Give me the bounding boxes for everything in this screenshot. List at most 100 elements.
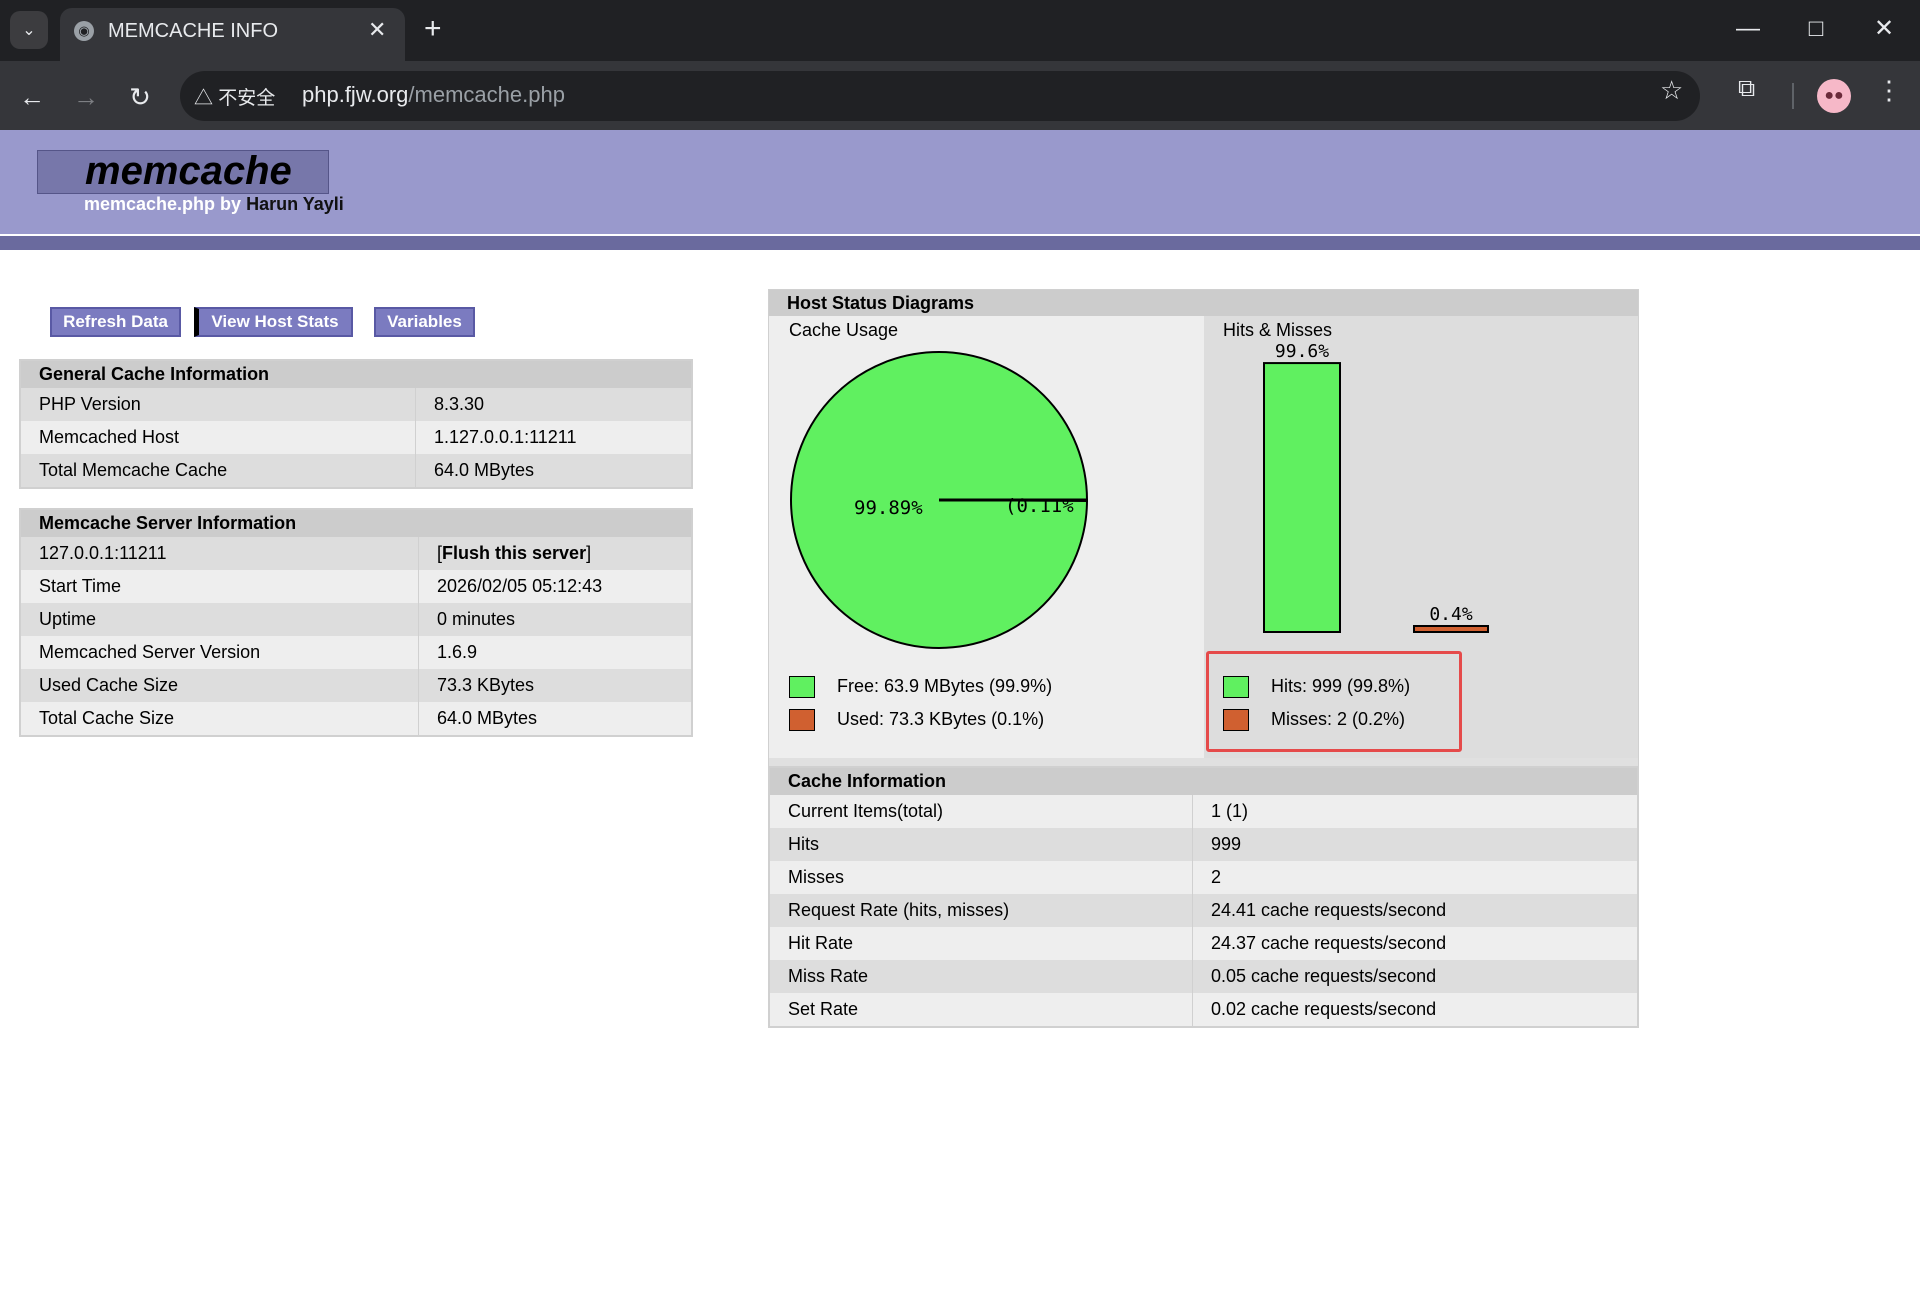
row-label: Uptime <box>20 603 419 636</box>
server-host: 127.0.0.1:11211 <box>20 537 419 570</box>
table-row: Total Cache Size 64.0 MBytes <box>20 702 692 736</box>
table-row: Miss Rate 0.05 cache requests/second <box>769 960 1638 993</box>
security-chip[interactable]: △ 不安全 <box>194 83 275 110</box>
author-name: Harun Yayli <box>246 194 344 214</box>
star-icon[interactable]: ☆ <box>1660 75 1684 105</box>
view-host-stats-button[interactable]: View Host Stats <box>194 307 353 337</box>
variables-button[interactable]: Variables <box>374 307 475 337</box>
close-icon[interactable]: ✕ <box>368 17 387 42</box>
table-row: Uptime 0 minutes <box>20 603 692 636</box>
row-label: Start Time <box>20 570 419 603</box>
cache-usage-pie-chart: 99.89% (0.11% <box>790 351 1089 649</box>
row-label: Memcached Host <box>20 421 416 454</box>
row-label: Current Items(total) <box>769 795 1193 828</box>
script-name: memcache.php by <box>84 194 242 214</box>
reload-icon[interactable]: ↻ <box>129 82 151 112</box>
table-row: Start Time 2026/02/05 05:12:43 <box>20 570 692 603</box>
row-value: 8.3.30 <box>415 388 692 421</box>
tab-title: MEMCACHE INFO <box>108 20 278 42</box>
plus-icon[interactable]: + <box>424 12 442 45</box>
hits-misses-bar-chart: 99.6% 0.4% <box>1263 341 1489 634</box>
table-row: Hit Rate 24.37 cache requests/second <box>769 927 1638 960</box>
legend-misses-text: Misses: 2 (0.2%) <box>1271 709 1406 729</box>
table-title: Cache Information <box>769 767 1638 795</box>
row-value: 24.41 cache requests/second <box>1192 894 1638 927</box>
used-swatch <box>789 709 815 731</box>
table-row: Total Memcache Cache 64.0 MBytes <box>20 454 692 488</box>
address-bar[interactable]: △ 不安全 php.fjw.org/memcache.php <box>180 71 1700 121</box>
table-row: Set Rate 0.02 cache requests/second <box>769 993 1638 1027</box>
browser-tab-strip: ⌄ ◉ MEMCACHE INFO ✕ + — □ ✕ <box>0 0 1920 61</box>
bar-label-hits: 99.6% <box>1275 341 1329 362</box>
row-label: Memcached Server Version <box>20 636 419 669</box>
legend-used-text: Used: 73.3 KBytes (0.1%) <box>837 709 1045 729</box>
row-value: 64.0 MBytes <box>415 454 692 488</box>
page-header: memcache memcache.php by Harun Yayli <box>0 130 1920 234</box>
maximize-icon[interactable]: □ <box>1808 15 1824 42</box>
row-label: Request Rate (hits, misses) <box>769 894 1193 927</box>
avatar-icon[interactable]: ●● <box>1817 79 1851 113</box>
forward-arrow-icon[interactable]: → <box>73 82 99 112</box>
cache-usage-panel: Cache Usage 99.89% (0.11% Free: 63.9 MByt… <box>769 316 1204 758</box>
bar-hits <box>1263 362 1341 634</box>
browser-tab[interactable]: ◉ MEMCACHE INFO ✕ <box>60 8 405 61</box>
back-arrow-icon[interactable]: ← <box>19 82 45 112</box>
hits-misses-title: Hits & Misses <box>1223 320 1333 340</box>
row-label: Total Memcache Cache <box>20 454 416 488</box>
hits-swatch <box>1223 676 1249 698</box>
row-value: 0.02 cache requests/second <box>1192 993 1638 1027</box>
diagrams-title: Host Status Diagrams <box>769 290 1638 316</box>
highlight-box <box>1206 651 1462 752</box>
free-swatch <box>789 676 815 698</box>
table-row: Misses 2 <box>769 861 1638 894</box>
table-title: General Cache Information <box>20 360 692 388</box>
legend-free-text: Free: 63.9 MBytes (99.9%) <box>837 676 1053 696</box>
url-host: php.fjw.org <box>302 82 409 107</box>
table-row: Used Cache Size 73.3 KBytes <box>20 669 692 702</box>
bracket-close: ] <box>586 543 592 563</box>
hits-misses-panel: Hits & Misses 99.6% 0.4% Hits: 999 (99.8%… <box>1204 316 1638 758</box>
table-row: Memcached Server Version 1.6.9 <box>20 636 692 669</box>
table-row: Current Items(total) 1 (1) <box>769 795 1638 828</box>
url-path: /memcache.php <box>408 82 565 107</box>
row-label: PHP Version <box>20 388 416 421</box>
header-divider <box>0 234 1920 236</box>
row-value: 2026/02/05 05:12:43 <box>418 570 692 603</box>
header-strip <box>0 236 1920 250</box>
browser-toolbar: ← → ↻ △ 不安全 php.fjw.org/memcache.php ☆ ⧉… <box>0 61 1920 130</box>
url-text[interactable]: php.fjw.org/memcache.php <box>302 82 565 108</box>
refresh-data-button[interactable]: Refresh Data <box>50 307 181 337</box>
bar-misses <box>1413 625 1489 633</box>
flush-server-link[interactable]: Flush this server <box>442 543 587 563</box>
bar-label-misses: 0.4% <box>1429 604 1473 625</box>
chevron-down-icon[interactable]: ⌄ <box>10 11 48 49</box>
row-label: Miss Rate <box>769 960 1193 993</box>
row-value: 2 <box>1192 861 1638 894</box>
page-content: memcache memcache.php by Harun Yayli Ref… <box>0 130 1920 1307</box>
cache-usage-title: Cache Usage <box>789 320 899 340</box>
row-value: 1 (1) <box>1192 795 1638 828</box>
row-value: 1.127.0.0.1:11211 <box>415 421 692 454</box>
kebab-menu-icon[interactable]: ⋮ <box>1876 75 1902 105</box>
row-label: Used Cache Size <box>20 669 419 702</box>
logo-subtitle: memcache.php by Harun Yayli <box>84 194 344 215</box>
pie-label-used: (0.11% <box>1005 495 1074 517</box>
row-label: Set Rate <box>769 993 1193 1027</box>
row-value: 73.3 KBytes <box>418 669 692 702</box>
row-value: 64.0 MBytes <box>418 702 692 736</box>
misses-swatch <box>1223 709 1249 731</box>
row-label: Hit Rate <box>769 927 1193 960</box>
minimize-icon[interactable]: — <box>1736 15 1760 42</box>
general-cache-table: General Cache Information PHP Version 8.… <box>19 359 693 489</box>
logo-text: memcache <box>85 149 292 193</box>
table-row: 127.0.0.1:11211 [Flush this server] <box>20 537 692 570</box>
row-value: 999 <box>1192 828 1638 861</box>
table-row: Hits 999 <box>769 828 1638 861</box>
row-value: 0.05 cache requests/second <box>1192 960 1638 993</box>
table-title: Memcache Server Information <box>20 509 692 537</box>
row-value: 24.37 cache requests/second <box>1192 927 1638 960</box>
close-icon[interactable]: ✕ <box>1873 15 1895 42</box>
flush-cell: [Flush this server] <box>418 537 692 570</box>
puzzle-icon[interactable]: ⧉ <box>1738 75 1756 102</box>
globe-icon: ◉ <box>74 21 94 41</box>
